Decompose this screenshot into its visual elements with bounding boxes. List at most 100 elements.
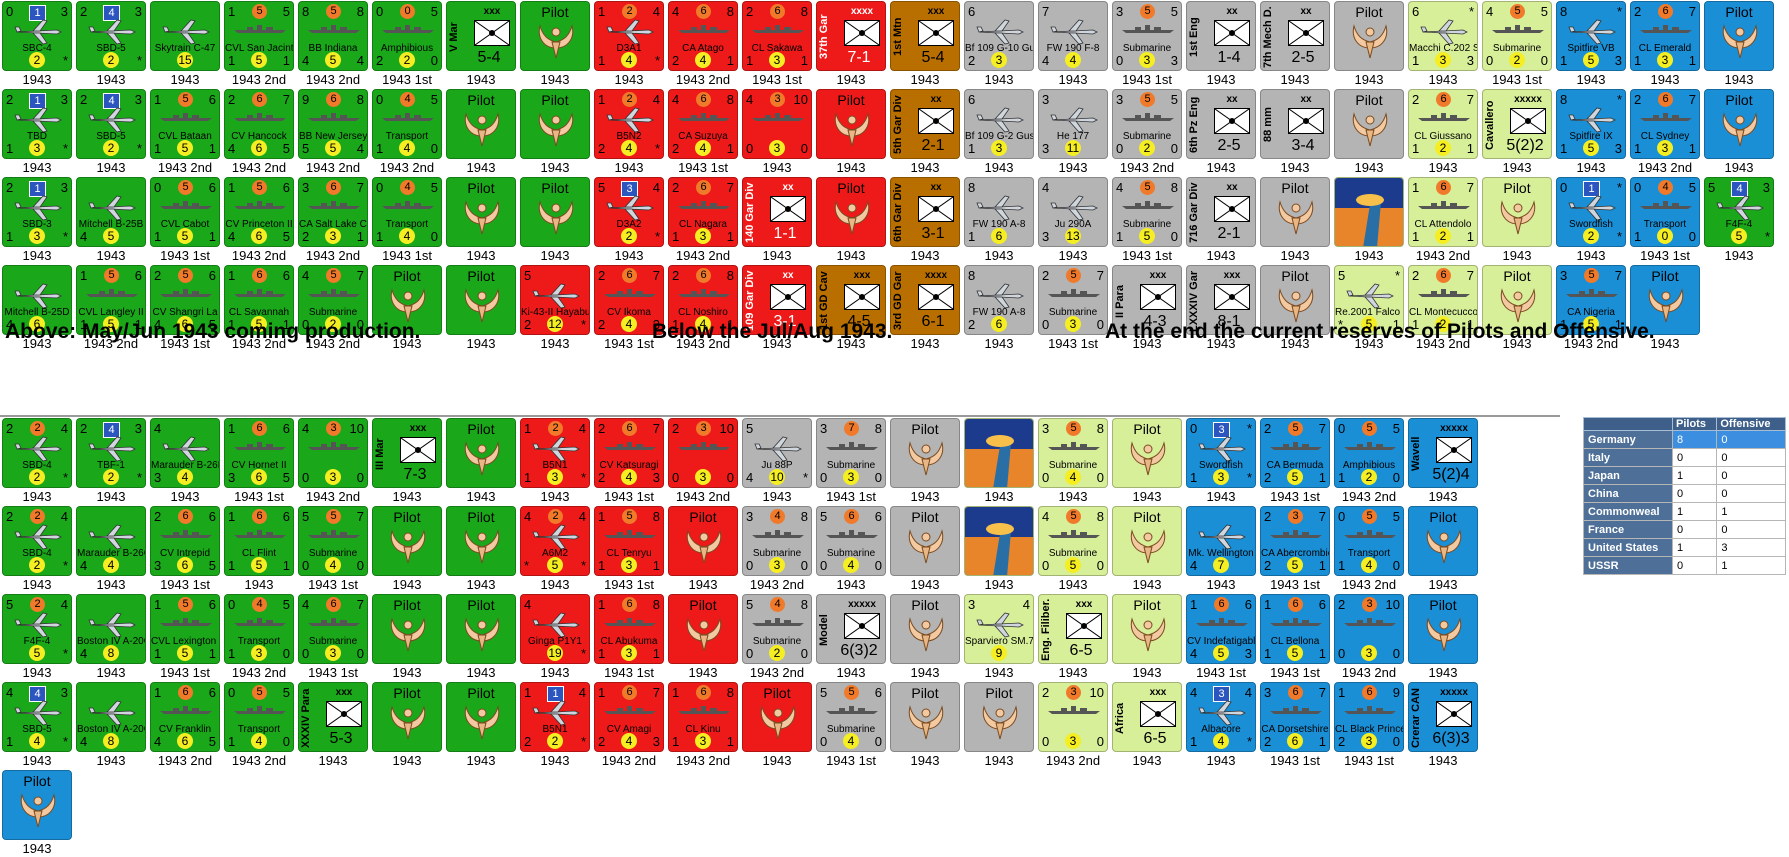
counter-unit[interactable]: xxx V Mar 5-4: [446, 1, 516, 71]
counter-unit[interactable]: xx 716 Gar Div 2-1: [1186, 177, 1256, 247]
counter-pilot[interactable]: Pilot: [1408, 594, 1478, 664]
counter-ship[interactable]: 2 7 6 CV Hancock 6 4 5: [224, 89, 294, 159]
counter-ship[interactable]: 2 7 6 CL Montecuccoli 2 1 1: [1408, 265, 1478, 335]
counter-unit[interactable]: xx 1st Eng 1-4: [1186, 1, 1256, 71]
counter-unit[interactable]: xxx 1st Mtn 5-4: [890, 1, 960, 71]
counter-ship[interactable]: 2 10 3 3 0 0: [1334, 594, 1404, 664]
counter-plane[interactable]: 2 3 1 TBD 3 1 *: [2, 89, 72, 159]
counter-ship[interactable]: 1 6 5 CVL Langley II 5 1 1: [76, 265, 146, 335]
counter-ship[interactable]: 1 8 6 CL Abukuma 3 1 1: [594, 594, 664, 664]
counter-ship[interactable]: 0 5 5 Transport 4 1 0: [1334, 506, 1404, 576]
counter-ship[interactable]: 1 8 6 CL Kinu 3 1 1: [668, 682, 738, 752]
counter-plane[interactable]: Boston IV A-20G 8 4: [76, 594, 146, 664]
reserves-row[interactable]: China 0 0: [1583, 484, 1786, 503]
counter-pilot[interactable]: Pilot: [668, 506, 738, 576]
counter-pilot[interactable]: Pilot: [1334, 1, 1404, 71]
counter-plane[interactable]: 6*Macchi C.202 S3 Folgore313: [1408, 1, 1478, 71]
counter-plane[interactable]: 5 4 3 D3A2 2 *: [594, 177, 664, 247]
counter-ship[interactable]: 2 7 5 Submarine 3 0 0: [1038, 265, 1108, 335]
counter-ship[interactable]: 1 6 6 CV Indefatigable 5 4 3: [1186, 594, 1256, 664]
counter-plane[interactable]: 4 4 2 A6M2 5 * *: [520, 506, 590, 576]
counter-unit[interactable]: xxx 1st GD Cav 4-5: [816, 265, 886, 335]
counter-pilot[interactable]: Pilot: [890, 594, 960, 664]
counter-unit[interactable]: xx 140 Gar Div 1-1: [742, 177, 812, 247]
counter-unit[interactable]: xxx Africa 6-5: [1112, 682, 1182, 752]
counter-pilot[interactable]: Pilot: [520, 177, 590, 247]
counter-ship[interactable]: 1 5 5 CVL San Jacinto 5 1 1: [224, 1, 294, 71]
counter-plane[interactable]: 5 * Re.2001 Falco II 5 * 1: [1334, 265, 1404, 335]
counter-pilot[interactable]: Pilot: [668, 594, 738, 664]
counter-pilot[interactable]: Pilot: [446, 682, 516, 752]
counter-plane[interactable]: 8 * Spitfire VB 5 1 3: [1556, 1, 1626, 71]
counter-plane[interactable]: 0 3 1 SBC-4 2 *: [2, 1, 72, 71]
counter-unit[interactable]: xxx II Para 4-3: [1112, 265, 1182, 335]
counter-plane[interactable]: 8 FW 190 A-8 6 2: [964, 265, 1034, 335]
counter-offensive[interactable]: [964, 506, 1034, 576]
counter-ship[interactable]: 0 5 5 Amphibious 2 1 0: [1334, 418, 1404, 488]
counter-plane[interactable]: 2 3 4 TBF-1 2 *: [76, 418, 146, 488]
counter-plane[interactable]: 5 3 4 F4F-4 5 *: [1704, 177, 1774, 247]
counter-ship[interactable]: 2 10 3 3 0 0: [1038, 682, 1108, 752]
counter-plane[interactable]: 7 FW 190 F-8 4 4: [1038, 1, 1108, 71]
counter-ship[interactable]: 1 6 6 CL Bellona 5 1 1: [1260, 594, 1330, 664]
counter-pilot[interactable]: Pilot: [890, 682, 960, 752]
counter-ship[interactable]: 0 5 4 Transport 4 1 0: [372, 89, 442, 159]
counter-plane[interactable]: Mitchell B-25D 6 4: [2, 265, 72, 335]
counter-ship[interactable]: 3 8 7 Submarine 3 0 0: [816, 418, 886, 488]
counter-plane[interactable]: 6Bf 109 G-10 Gustav32: [964, 1, 1034, 71]
counter-ship[interactable]: 4 10 3 3 0 0: [742, 89, 812, 159]
counter-plane[interactable]: 1 4 2 B5N2 4 2 *: [594, 89, 664, 159]
counter-pilot[interactable]: Pilot: [372, 594, 442, 664]
counter-ship[interactable]: 2 6 6 CV Intrepid 6 3 5: [150, 506, 220, 576]
counter-pilot[interactable]: Pilot: [446, 177, 516, 247]
counter-ship[interactable]: 1 6 5 CV Princeton II 6 4 5: [224, 177, 294, 247]
counter-ship[interactable]: 1 7 6 CL Attendolo 2 1 1: [1408, 177, 1478, 247]
counter-unit[interactable]: xxx LXXXIV Gar 8-1: [1186, 265, 1256, 335]
counter-pilot[interactable]: Pilot: [1334, 89, 1404, 159]
counter-offensive[interactable]: [1334, 177, 1404, 247]
counter-pilot[interactable]: Pilot: [1408, 506, 1478, 576]
counter-plane[interactable]: 4 Marauder B-26F 4 3: [150, 418, 220, 488]
counter-ship[interactable]: 1 6 5 CVL Lexington II 5 1 1: [150, 594, 220, 664]
counter-plane[interactable]: 4 3 4 SBD-5 4 1 *: [2, 682, 72, 752]
counter-unit[interactable]: xx 88 mm 3-4: [1260, 89, 1330, 159]
counter-plane[interactable]: 8 FW 190 A-8 6 1: [964, 177, 1034, 247]
counter-pilot[interactable]: Pilot: [1704, 1, 1774, 71]
counter-plane[interactable]: 3 He 177 11 3: [1038, 89, 1108, 159]
counter-ship[interactable]: 4 10 3 3 0 0: [298, 418, 368, 488]
counter-plane[interactable]: 4 Ju 290A 13 3: [1038, 177, 1108, 247]
counter-plane[interactable]: 2 4 2 SBD-4 2 *: [2, 506, 72, 576]
counter-plane[interactable]: 5Ki-43-II Hayabusa-ka122*: [520, 265, 590, 335]
counter-ship[interactable]: 2 8 6 CL Sakawa 3 1 1: [742, 1, 812, 71]
counter-plane[interactable]: 4 4 3 Albacore 4 1 *: [1186, 682, 1256, 752]
counter-ship[interactable]: 4 8 6 CA Suzuya 4 2 1: [668, 89, 738, 159]
counter-unit[interactable]: xxxx 37th Gar 7-1: [816, 1, 886, 71]
counter-unit[interactable]: xxxxx Model 6(3)2: [816, 594, 886, 664]
counter-unit[interactable]: xxxx 3rd GD Gar 6-1: [890, 265, 960, 335]
counter-pilot[interactable]: Pilot: [446, 506, 516, 576]
reserves-row[interactable]: Commonweal 1 1: [1583, 502, 1786, 521]
counter-ship[interactable]: 2 10 3 3 0 0: [668, 418, 738, 488]
counter-unit[interactable]: xxxxx Cavallero 5(2)2: [1482, 89, 1552, 159]
counter-pilot[interactable]: Pilot: [2, 770, 72, 840]
counter-ship[interactable]: 3 8 4 Submarine 3 0 0: [742, 506, 812, 576]
counter-plane[interactable]: 5 4 2 F4F-4 5 *: [2, 594, 72, 664]
counter-plane[interactable]: 2 3 4 SBD-5 2 *: [76, 89, 146, 159]
counter-ship[interactable]: 1 9 6 CL Black Prince 3 2 0: [1334, 682, 1404, 752]
counter-unit[interactable]: xxx XXXIV Para 5-3: [298, 682, 368, 752]
counter-ship[interactable]: 2 7 6 CL Sydney 3 1 1: [1630, 89, 1700, 159]
counter-ship[interactable]: 4 8 6 CA Atago 4 2 1: [668, 1, 738, 71]
counter-pilot[interactable]: Pilot: [1112, 506, 1182, 576]
counter-pilot[interactable]: Pilot: [890, 418, 960, 488]
counter-plane[interactable]: Mk. Wellington 7 4: [1186, 506, 1256, 576]
counter-ship[interactable]: 1 8 5 CL Tenryu 3 1 1: [594, 506, 664, 576]
counter-ship[interactable]: 2 7 5 CA Bermuda 5 2 1: [1260, 418, 1330, 488]
counter-ship[interactable]: 4 7 6 Submarine 3 0 0: [298, 594, 368, 664]
counter-plane[interactable]: 5 Ju 88P 10 4 *: [742, 418, 812, 488]
counter-pilot[interactable]: Pilot: [1260, 265, 1330, 335]
counter-ship[interactable]: 4 7 5 Submarine 2 0 0: [298, 265, 368, 335]
counter-plane[interactable]: 1 4 2 D3A1 4 1 *: [594, 1, 664, 71]
counter-ship[interactable]: 0 6 5 CVL Cabot 5 1 1: [150, 177, 220, 247]
counter-pilot[interactable]: Pilot: [742, 682, 812, 752]
counter-unit[interactable]: xxxxx Wavell 5(2)4: [1408, 418, 1478, 488]
